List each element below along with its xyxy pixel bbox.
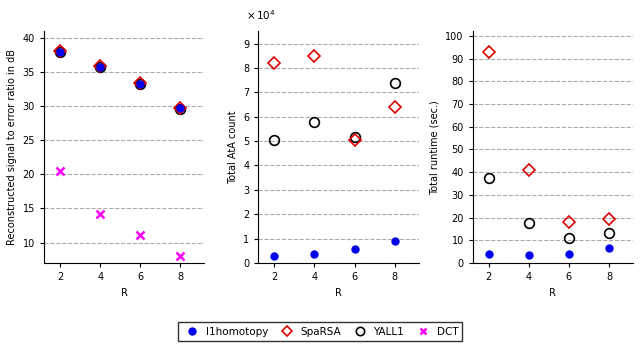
Y-axis label: Total runtime (sec.): Total runtime (sec.) (430, 100, 440, 194)
X-axis label: R: R (335, 288, 342, 298)
Y-axis label: Total AtA count: Total AtA count (228, 110, 237, 184)
Y-axis label: Reconstructed signal to error ratio in dB: Reconstructed signal to error ratio in d… (7, 49, 17, 245)
X-axis label: R: R (550, 288, 556, 298)
X-axis label: R: R (121, 288, 127, 298)
Text: $\times\,10^4$: $\times\,10^4$ (246, 8, 275, 22)
Legend: l1homotopy, SpaRSA, YALL1, DCT: l1homotopy, SpaRSA, YALL1, DCT (178, 322, 462, 341)
